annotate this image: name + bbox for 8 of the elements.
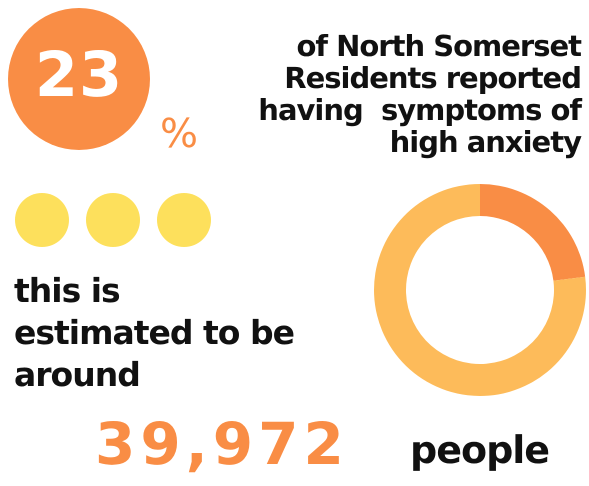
text: people bbox=[410, 428, 550, 472]
donut-slice bbox=[480, 184, 586, 281]
text: this is estimated to be around bbox=[14, 270, 295, 396]
text: 39,972 bbox=[95, 410, 349, 478]
donut-slice bbox=[374, 184, 586, 396]
text: % bbox=[160, 111, 198, 157]
text: of North Somerset Residents reported having symptoms of high anxiety bbox=[257, 29, 581, 159]
text: 23 bbox=[34, 38, 124, 111]
